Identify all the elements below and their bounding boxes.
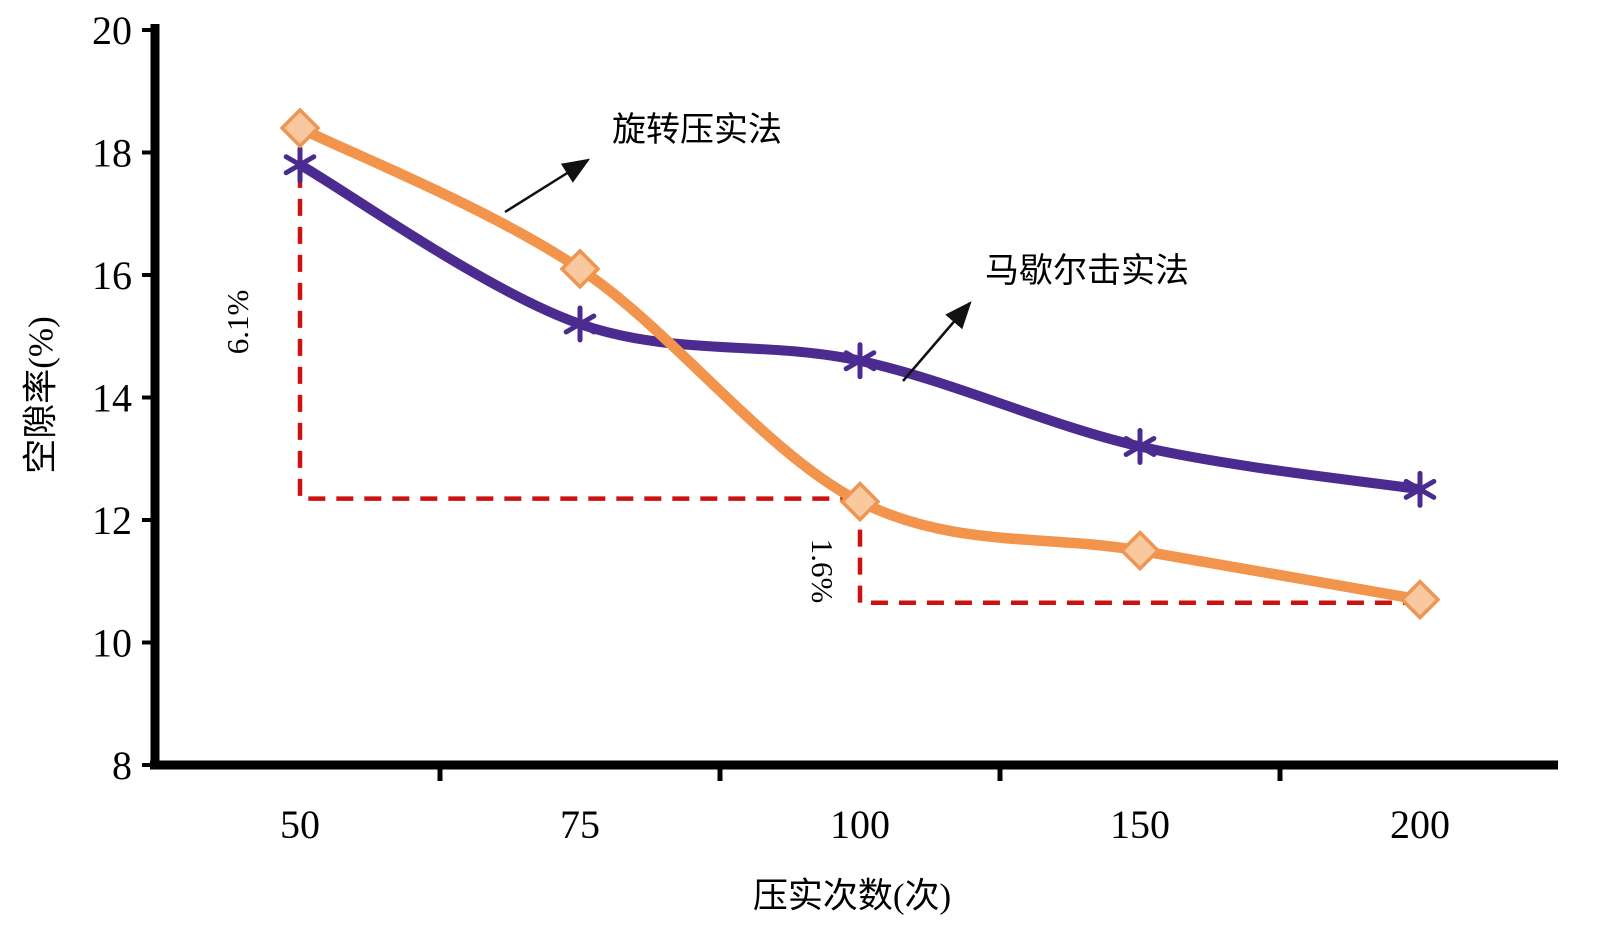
x-tick-label: 150 [1110, 802, 1170, 847]
marshall-data-point-marker [563, 305, 597, 343]
x-tick-label: 75 [560, 802, 600, 847]
y-tick-label: 18 [92, 131, 132, 176]
y-axis-label: 空隙率(%) [21, 316, 61, 474]
x-tick-label: 50 [280, 802, 320, 847]
reference-dashed-line [857, 501, 1420, 605]
gyratory-data-point-marker [1119, 530, 1161, 572]
y-tick-label: 12 [92, 498, 132, 543]
y-tick-label: 20 [92, 8, 132, 53]
marshall-annotation-arrow [902, 301, 972, 382]
gyratory-data-point-marker [279, 107, 321, 149]
x-tick-label: 200 [1390, 802, 1450, 847]
y-tick-label: 10 [92, 621, 132, 666]
x-axis-label: 压实次数(次) [752, 876, 952, 916]
x-tick-label: 100 [830, 802, 890, 847]
gyratory-data-point-marker [839, 481, 881, 523]
series-label-gyratory-compaction: 旋转压实法 [612, 112, 782, 149]
y-tick-label: 16 [92, 253, 132, 298]
series-label-marshall-compaction: 马歇尔击实法 [985, 253, 1189, 290]
gyratory-annotation-arrow [504, 158, 591, 214]
marshall-series-line [295, 159, 1425, 495]
marshall-data-point-marker [1123, 428, 1157, 465]
marshall-data-point-marker [843, 342, 877, 380]
gyratory-data-point-marker [1399, 579, 1441, 621]
y-tick-label: 14 [92, 376, 132, 421]
reference-dashed-line [297, 170, 860, 501]
difference-label-6-1-percent: 6.1% [220, 289, 255, 355]
difference-label-1-6-percent: 1.6% [805, 538, 840, 604]
marshall-data-point-marker [1403, 470, 1437, 508]
marshall-data-point-marker [283, 146, 317, 184]
y-tick-label: 8 [112, 743, 132, 788]
gyratory-data-point-marker [559, 248, 601, 290]
